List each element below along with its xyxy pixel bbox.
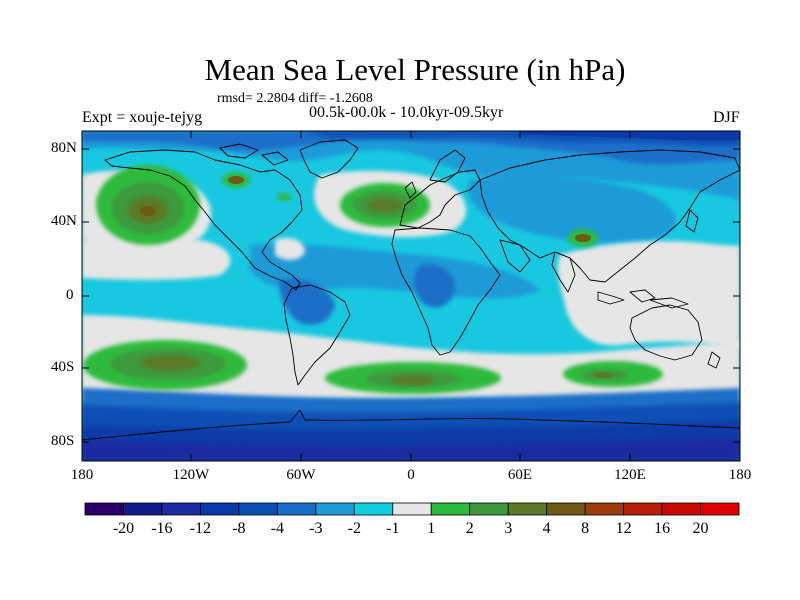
lat-label-80s: 80S [51, 433, 75, 449]
period-label: 00.5k-00.0k - 10.0kyr-09.5kyr [309, 104, 504, 121]
colorbar-label: 2 [465, 520, 474, 537]
colorbar-swatch [353, 502, 394, 516]
lon-label-60w: 60W [286, 467, 316, 483]
colorbar-label: 1 [427, 520, 436, 537]
colorbar-swatch [392, 502, 432, 516]
high-cell-tibet [568, 229, 598, 247]
colorbar-label: -1 [386, 520, 400, 537]
colorbar-label: 16 [654, 520, 671, 537]
colorbar-swatch [315, 502, 355, 516]
high-cell-satlantic [325, 362, 501, 394]
colorbar-label: -12 [189, 520, 212, 537]
colorbar-swatch [661, 502, 701, 516]
colorbar-swatch [161, 502, 201, 516]
colorbar-label: -4 [270, 520, 285, 537]
experiment-label: Expt = xouje-tejyg [82, 109, 203, 126]
colorbar [84, 502, 740, 516]
colorbar-label: 4 [542, 520, 551, 537]
colorbar-label: -16 [151, 520, 173, 537]
season-label: DJF [713, 109, 740, 126]
colorbar-label: -20 [112, 520, 135, 537]
stats-line: rmsd= 2.2804 diff= -1.2608 [217, 91, 373, 106]
lat-label-0: 0 [66, 287, 74, 303]
colorbar-swatch [200, 502, 240, 516]
lon-label-0: 0 [407, 467, 415, 483]
pressure-field [82, 131, 740, 461]
high-cell-canada [222, 172, 250, 188]
colorbar-label: -8 [232, 520, 246, 537]
colorbar-swatch [507, 502, 548, 516]
lat-label-40s: 40S [51, 359, 75, 375]
lat-label-40n: 40N [51, 213, 77, 229]
field-grey-australasia [557, 241, 740, 350]
colorbar-label: 12 [615, 520, 632, 537]
colorbar-swatch [700, 502, 740, 516]
high-cell-spacific [83, 340, 247, 390]
high-cell-npacific [96, 165, 200, 245]
axis-ticks [82, 131, 740, 461]
colorbar-swatch [123, 502, 163, 516]
colorbar-swatch [84, 502, 124, 516]
high-cell-natlantic [340, 183, 430, 227]
lon-label-120e: 120E [614, 467, 646, 483]
high-cell-sindian [563, 361, 663, 387]
lon-label-60e: 60E [507, 467, 533, 483]
colorbar-label: 3 [504, 520, 513, 537]
lon-label-120w: 120W [172, 467, 210, 483]
coastlines [82, 139, 740, 441]
colorbar-label: -2 [347, 520, 361, 537]
colorbar-swatch [623, 502, 663, 516]
map-title: Mean Sea Level Pressure (in hPa) [204, 52, 626, 87]
lat-label-80n: 80N [51, 140, 77, 156]
colorbar-swatch [584, 502, 624, 516]
colorbar-swatch [276, 502, 317, 516]
lon-label-180e: 180 [728, 467, 752, 483]
lon-label-180w: 180 [70, 467, 94, 483]
colorbar-swatch [546, 502, 586, 516]
colorbar-swatch [430, 502, 471, 516]
colorbar-swatch [238, 502, 278, 516]
colorbar-label: 20 [692, 520, 709, 537]
colorbar-swatch [469, 502, 509, 516]
colorbar-label: 8 [581, 520, 590, 537]
colorbar-label: -3 [309, 520, 323, 537]
